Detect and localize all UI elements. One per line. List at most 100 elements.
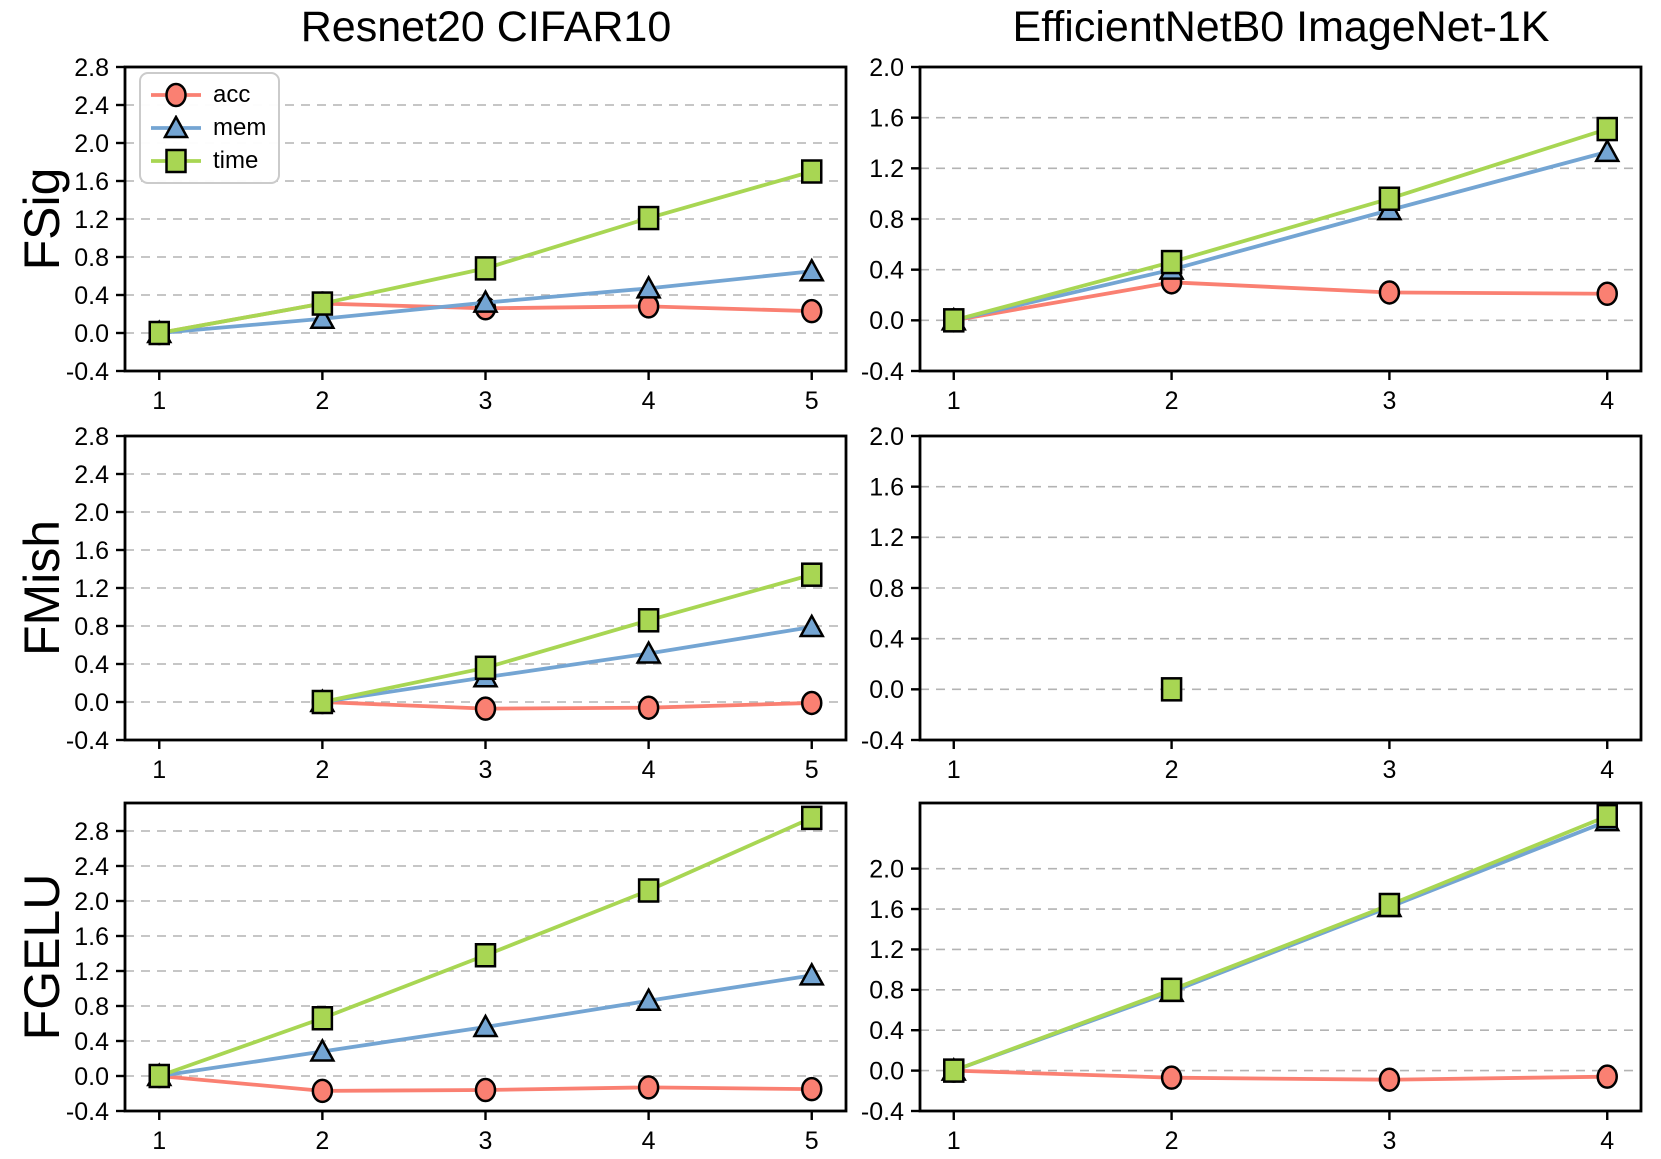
y-axis-ticks: -0.4 0.0 0.4 0.8 1.2 1.6 2.0 [861, 424, 920, 755]
svg-text:1.2: 1.2 [74, 575, 109, 603]
svg-text:1: 1 [152, 387, 166, 415]
svg-text:0.8: 0.8 [869, 575, 904, 603]
legend-item-mem: mem [150, 113, 270, 141]
svg-text:0.4: 0.4 [74, 1028, 109, 1056]
svg-text:3: 3 [1382, 1127, 1396, 1155]
time-markers [943, 116, 1618, 333]
mem-line [320, 625, 814, 704]
svg-text:3: 3 [479, 387, 493, 415]
svg-text:1.6: 1.6 [869, 104, 904, 132]
svg-text:-0.4: -0.4 [861, 358, 904, 386]
column-title-resnet20-cifar10: Resnet20 CIFAR10 [300, 3, 672, 51]
svg-text:2: 2 [1165, 387, 1179, 415]
svg-text:2.8: 2.8 [74, 55, 109, 82]
legend-label-acc: acc [213, 81, 251, 109]
x-axis-ticks: 1 2 3 4 5 [152, 371, 819, 415]
svg-text:2: 2 [315, 756, 329, 784]
svg-text:1.6: 1.6 [869, 473, 904, 501]
svg-text:0.8: 0.8 [869, 206, 904, 234]
acc-markers [148, 1063, 823, 1104]
svg-text:3: 3 [479, 1127, 493, 1155]
svg-text:1: 1 [152, 1127, 166, 1155]
gridlines [125, 435, 846, 741]
series-mem [951, 149, 1610, 323]
svg-text:2: 2 [1165, 1127, 1179, 1155]
svg-text:1.2: 1.2 [869, 155, 904, 183]
mem-triangle-marker-icon [150, 114, 202, 141]
time-line [951, 814, 1610, 1073]
svg-text:1: 1 [152, 756, 166, 784]
svg-text:1.6: 1.6 [869, 896, 904, 924]
svg-text:-0.4: -0.4 [66, 1098, 109, 1126]
svg-text:1.2: 1.2 [74, 206, 109, 234]
gridlines [125, 830, 846, 1112]
svg-text:2: 2 [315, 387, 329, 415]
axes-border [918, 801, 1643, 1113]
svg-text:2: 2 [315, 1127, 329, 1155]
series-time [320, 572, 814, 704]
series-acc [951, 280, 1610, 323]
time-line [320, 572, 814, 704]
y-axis-ticks: -0.4 0.0 0.4 0.8 1.2 1.6 2.0 2.4 2.8 [66, 424, 125, 755]
svg-text:2.0: 2.0 [74, 130, 109, 158]
svg-text:1: 1 [947, 1127, 961, 1155]
svg-text:3: 3 [1382, 756, 1396, 784]
x-axis-ticks: 1 2 3 4 5 [152, 1111, 819, 1155]
svg-text:1: 1 [947, 387, 961, 415]
svg-text:-0.4: -0.4 [66, 358, 109, 386]
chart-fgelu-efficientnetb0-imagenet1k: -0.4 0.0 0.4 0.8 1.2 1.6 2.0 1 2 3 4 [861, 801, 1643, 1155]
series-acc [951, 1068, 1610, 1082]
time-square-marker-icon [150, 148, 202, 174]
chart-fmish-efficientnetb0-imagenet1k: -0.4 0.0 0.4 0.8 1.2 1.6 2.0 1 2 3 4 [861, 424, 1643, 784]
column-title-efficientnetb0-imagenet1k: EfficientNetB0 ImageNet-1K [1012, 3, 1550, 51]
svg-text:4: 4 [642, 756, 656, 784]
svg-text:0.8: 0.8 [74, 244, 109, 272]
gridlines [920, 66, 1641, 372]
svg-text:0.0: 0.0 [74, 320, 109, 348]
svg-text:0.8: 0.8 [869, 977, 904, 1005]
series-time [951, 127, 1610, 323]
chart-fsig-efficientnetb0-imagenet1k: -0.4 0.0 0.4 0.8 1.2 1.6 2.0 1 2 3 4 [861, 55, 1643, 415]
svg-text:0.0: 0.0 [74, 689, 109, 717]
svg-text:1.6: 1.6 [74, 168, 109, 196]
svg-text:2.8: 2.8 [74, 424, 109, 451]
legend-item-acc: acc [150, 82, 270, 108]
svg-text:0.8: 0.8 [74, 613, 109, 641]
time-markers [1160, 677, 1183, 702]
time-markers [943, 803, 1618, 1083]
series-mem [320, 625, 814, 704]
time-markers [311, 562, 823, 715]
svg-text:0.4: 0.4 [74, 282, 109, 310]
legend-label-mem: mem [213, 113, 267, 141]
svg-text:5: 5 [805, 387, 819, 415]
chart-fmish-resnet20-cifar10: -0.4 0.0 0.4 0.8 1.2 1.6 2.0 2.4 2.8 1 2 3 4 5 [66, 424, 848, 784]
svg-text:4: 4 [1600, 756, 1614, 784]
svg-text:1.2: 1.2 [74, 958, 109, 986]
y-axis-ticks: -0.4 0.0 0.4 0.8 1.2 1.6 2.0 2.4 2.8 [66, 55, 125, 386]
time-markers [148, 159, 823, 346]
time-markers [148, 805, 823, 1089]
svg-text:1: 1 [947, 756, 961, 784]
legend-item-time: time [150, 148, 270, 174]
gridlines [920, 435, 1641, 741]
svg-text:-0.4: -0.4 [66, 727, 109, 755]
acc-circle-marker-icon [150, 82, 202, 108]
svg-text:2.0: 2.0 [74, 499, 109, 527]
series-acc [320, 700, 814, 711]
svg-text:3: 3 [1382, 387, 1396, 415]
svg-text:0.0: 0.0 [869, 676, 904, 704]
svg-text:1.2: 1.2 [869, 524, 904, 552]
x-axis-ticks: 1 2 3 4 5 [152, 740, 819, 784]
svg-text:-0.4: -0.4 [861, 727, 904, 755]
svg-text:2.8: 2.8 [74, 818, 109, 846]
svg-text:4: 4 [1600, 387, 1614, 415]
acc-line [951, 1068, 1610, 1082]
svg-text:0.4: 0.4 [869, 625, 904, 653]
acc-line [951, 280, 1610, 323]
y-axis-ticks: -0.4 0.0 0.4 0.8 1.2 1.6 2.0 2.4 2.8 [66, 818, 125, 1126]
svg-text:0.0: 0.0 [74, 1063, 109, 1091]
acc-line [320, 700, 814, 711]
svg-text:2.4: 2.4 [74, 853, 109, 881]
svg-text:-0.4: -0.4 [861, 1098, 904, 1126]
svg-text:0.4: 0.4 [74, 651, 109, 679]
